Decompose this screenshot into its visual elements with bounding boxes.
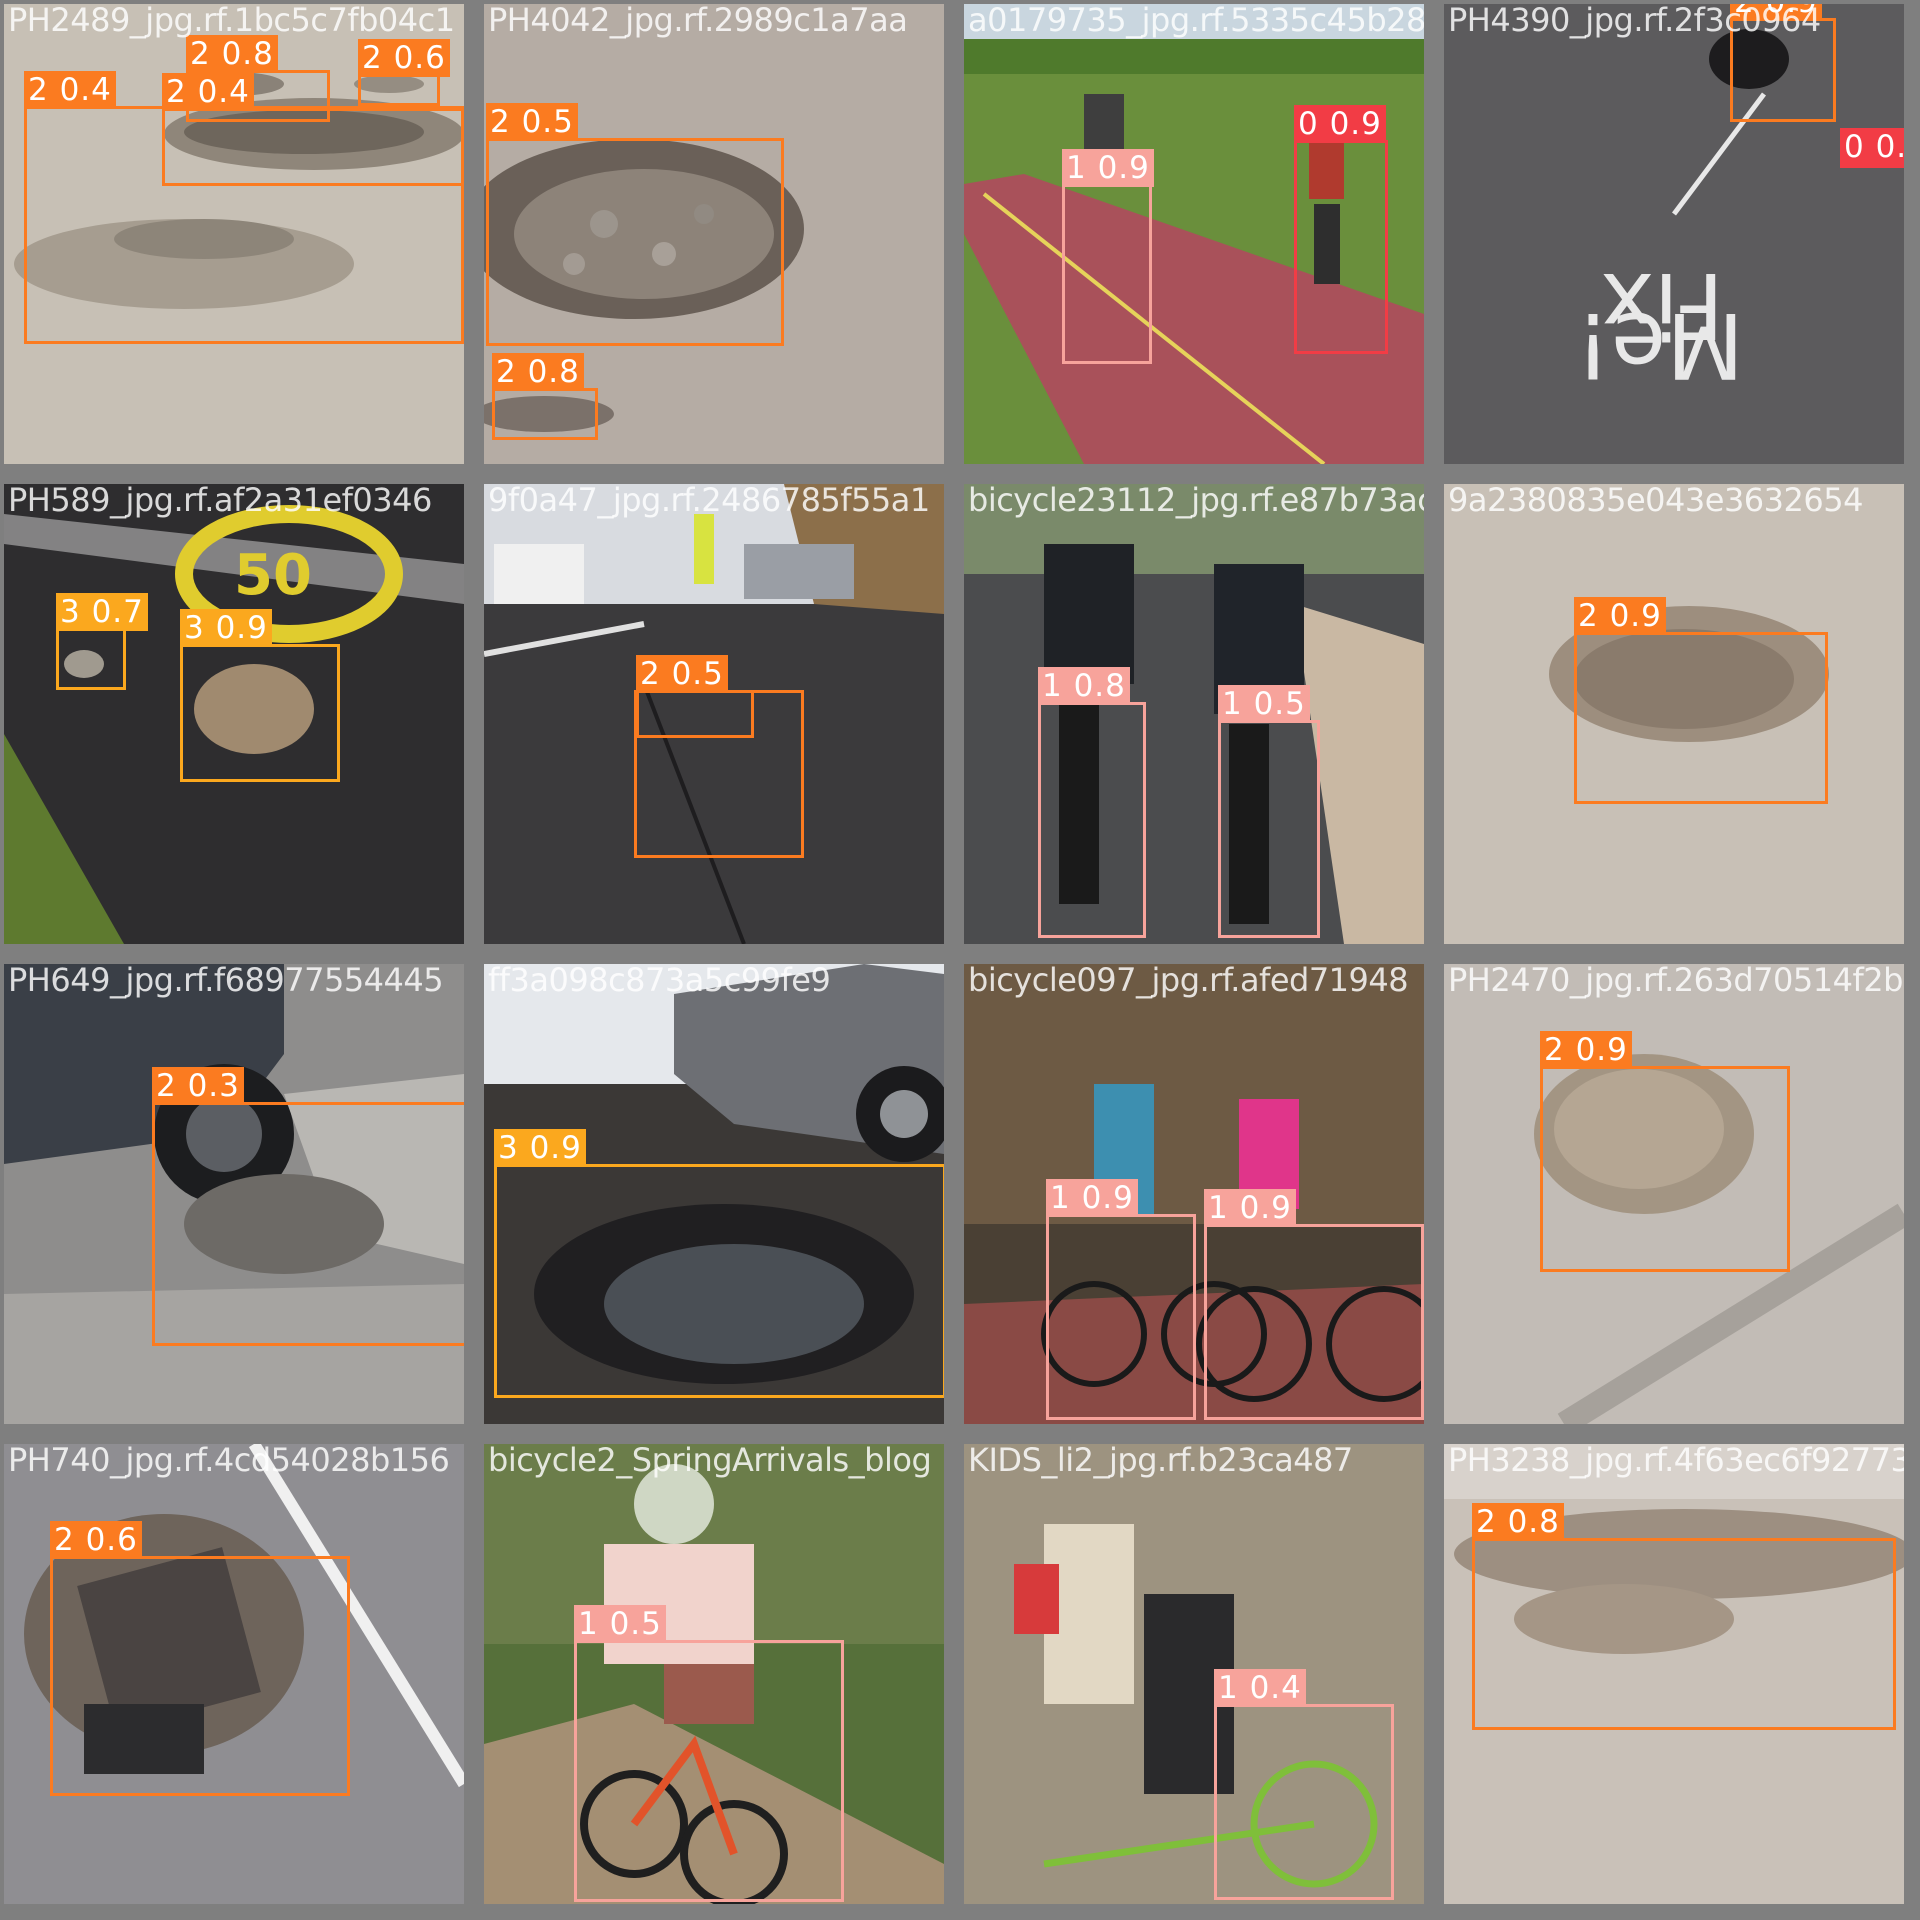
detection-label: 2 0.6 — [358, 39, 450, 77]
detection-label: 2 0.5 — [486, 103, 578, 141]
detection-box: 0 0.6 — [1840, 128, 1904, 168]
detection-label: 1 0.9 — [1046, 1179, 1138, 1217]
tile-2: PH4042_jpg.rf.2989c1a7aa 2 0.5 2 0.8 — [484, 4, 944, 464]
tile-6: 9f0a47_jpg.rf.2486785f55a1 2 0.5 — [484, 484, 944, 944]
detection-box: 1 0.9 — [1046, 1214, 1196, 1420]
image-filename: bicycle23112_jpg.rf.e87b73ac — [968, 484, 1424, 520]
image-filename: PH2489_jpg.rf.1bc5c7fb04c1 — [8, 4, 455, 40]
detection-box: 1 0.4 — [1214, 1704, 1394, 1900]
image-filename: PH4390_jpg.rf.2f3c0964 — [1448, 4, 1821, 40]
detection-box: 2 0.8 — [492, 388, 598, 440]
detection-label: 3 0.9 — [180, 609, 272, 647]
image-filename: PH4042_jpg.rf.2989c1a7aa — [488, 4, 907, 40]
detection-label: 1 0.4 — [1214, 1669, 1306, 1707]
detection-label: 1 0.9 — [1204, 1189, 1296, 1227]
tile-5: 50 PH589_jpg.rf.af2a31ef0346 3 0.7 3 0.9 — [4, 484, 464, 944]
tile-8: 9a2380835e043e3632654 2 0.9 — [1444, 484, 1904, 944]
detection-box: 2 0.9 — [1574, 632, 1828, 804]
image-filename: KIDS_li2_jpg.rf.b23ca487 — [968, 1444, 1353, 1480]
detection-box: 3 0.9 — [494, 1164, 944, 1398]
image-filename: PH740_jpg.rf.4cd54028b156 — [8, 1444, 449, 1480]
tile-1: PH2489_jpg.rf.1bc5c7fb04c1 2 0.4 2 0.8 2… — [4, 4, 464, 464]
tile-16: PH3238_jpg.rf.4f63ec6f92773 2 0.8 — [1444, 1444, 1904, 1904]
detection-label: 2 0.8 — [492, 353, 584, 391]
detection-label: 2 0.6 — [50, 1521, 142, 1559]
detection-label: 1 0.5 — [1218, 685, 1310, 723]
svg-text:Me!: Me! — [1575, 292, 1744, 397]
detection-label: 2 0.5 — [636, 655, 728, 693]
cyclists-road-photo — [964, 484, 1424, 944]
detection-label: 3 0.7 — [56, 593, 148, 631]
detection-label: 2 0.8 — [1472, 1503, 1564, 1541]
image-filename: PH589_jpg.rf.af2a31ef0346 — [8, 484, 432, 520]
detection-box: 3 0.7 — [56, 628, 126, 690]
image-filename: PH2470_jpg.rf.263d70514f2b — [1448, 964, 1903, 1000]
detection-label: 0 0.9 — [1294, 105, 1386, 143]
image-filename: PH649_jpg.rf.f68977554445 — [8, 964, 443, 1000]
image-filename: a0179735_jpg.rf.5335c45b286 — [968, 4, 1424, 40]
detection-label: 2 0.4 — [24, 71, 116, 109]
detection-box: 3 0.9 — [180, 644, 340, 782]
detection-label: 1 0.8 — [1038, 667, 1130, 705]
tile-13: PH740_jpg.rf.4cd54028b156 2 0.6 — [4, 1444, 464, 1904]
detection-label: 2 0.4 — [162, 73, 254, 111]
tile-12: PH2470_jpg.rf.263d70514f2b 2 0.9 — [1444, 964, 1904, 1424]
tile-15: KIDS_li2_jpg.rf.b23ca487 1 0.4 — [964, 1444, 1424, 1904]
detection-box: 1 0.5 — [1218, 720, 1320, 938]
detection-label: 2 0.9 — [1574, 597, 1666, 635]
detection-label: 2 0.9 — [1540, 1031, 1632, 1069]
image-filename: PH3238_jpg.rf.4f63ec6f92773 — [1448, 1444, 1904, 1480]
detection-box: 2 0.8 — [1472, 1538, 1896, 1730]
tile-3: a0179735_jpg.rf.5335c45b286 1 0.9 0 0.9 — [964, 4, 1424, 464]
detection-box: 1 0.9 — [1204, 1224, 1424, 1420]
tile-4: Fix Me! PH4390_jpg.rf.2f3c0964 2 0.9 0 0… — [1444, 4, 1904, 464]
detection-label: 0 0.6 — [1840, 128, 1904, 166]
detection-label: 2 0.3 — [152, 1067, 244, 1105]
detection-label: 1 0.5 — [574, 1605, 666, 1643]
image-filename: bicycle097_jpg.rf.afed71948 — [968, 964, 1408, 1000]
detection-label: 1 0.9 — [1062, 149, 1154, 187]
tile-11: bicycle097_jpg.rf.afed71948 1 0.9 1 0.9 — [964, 964, 1424, 1424]
detection-box: 1 0.8 — [1038, 702, 1146, 938]
image-filename: ff3a098c873a5c99fe9 — [488, 964, 830, 1000]
image-filename: 9f0a47_jpg.rf.2486785f55a1 — [488, 484, 930, 520]
detection-box — [634, 690, 804, 858]
svg-text:50: 50 — [234, 543, 312, 608]
tile-7: bicycle23112_jpg.rf.e87b73ac 1 0.8 1 0.5 — [964, 484, 1424, 944]
detection-box: 0 0.9 — [1294, 140, 1388, 354]
detection-box: 2 0.9 — [1540, 1066, 1790, 1272]
detection-label: 2 0.8 — [186, 35, 278, 73]
image-filename: bicycle2_SpringArrivals_blog — [488, 1444, 931, 1480]
detection-box: 1 0.5 — [574, 1640, 844, 1902]
detection-box: 2 0.5 — [486, 138, 784, 346]
detection-label: 3 0.9 — [494, 1129, 586, 1167]
detection-box: 2 0.4 — [162, 108, 464, 186]
tile-10: ff3a098c873a5c99fe9 3 0.9 — [484, 964, 944, 1424]
tile-9: PH649_jpg.rf.f68977554445 2 0.3 — [4, 964, 464, 1424]
detection-box: 1 0.9 — [1062, 184, 1152, 364]
detection-box: 2 0.6 — [50, 1556, 350, 1796]
image-filename: 9a2380835e043e3632654 — [1448, 484, 1863, 520]
tile-14: bicycle2_SpringArrivals_blog 1 0.5 — [484, 1444, 944, 1904]
detection-box: 2 0.6 — [358, 74, 440, 106]
detection-box: 2 0.3 — [152, 1102, 464, 1346]
